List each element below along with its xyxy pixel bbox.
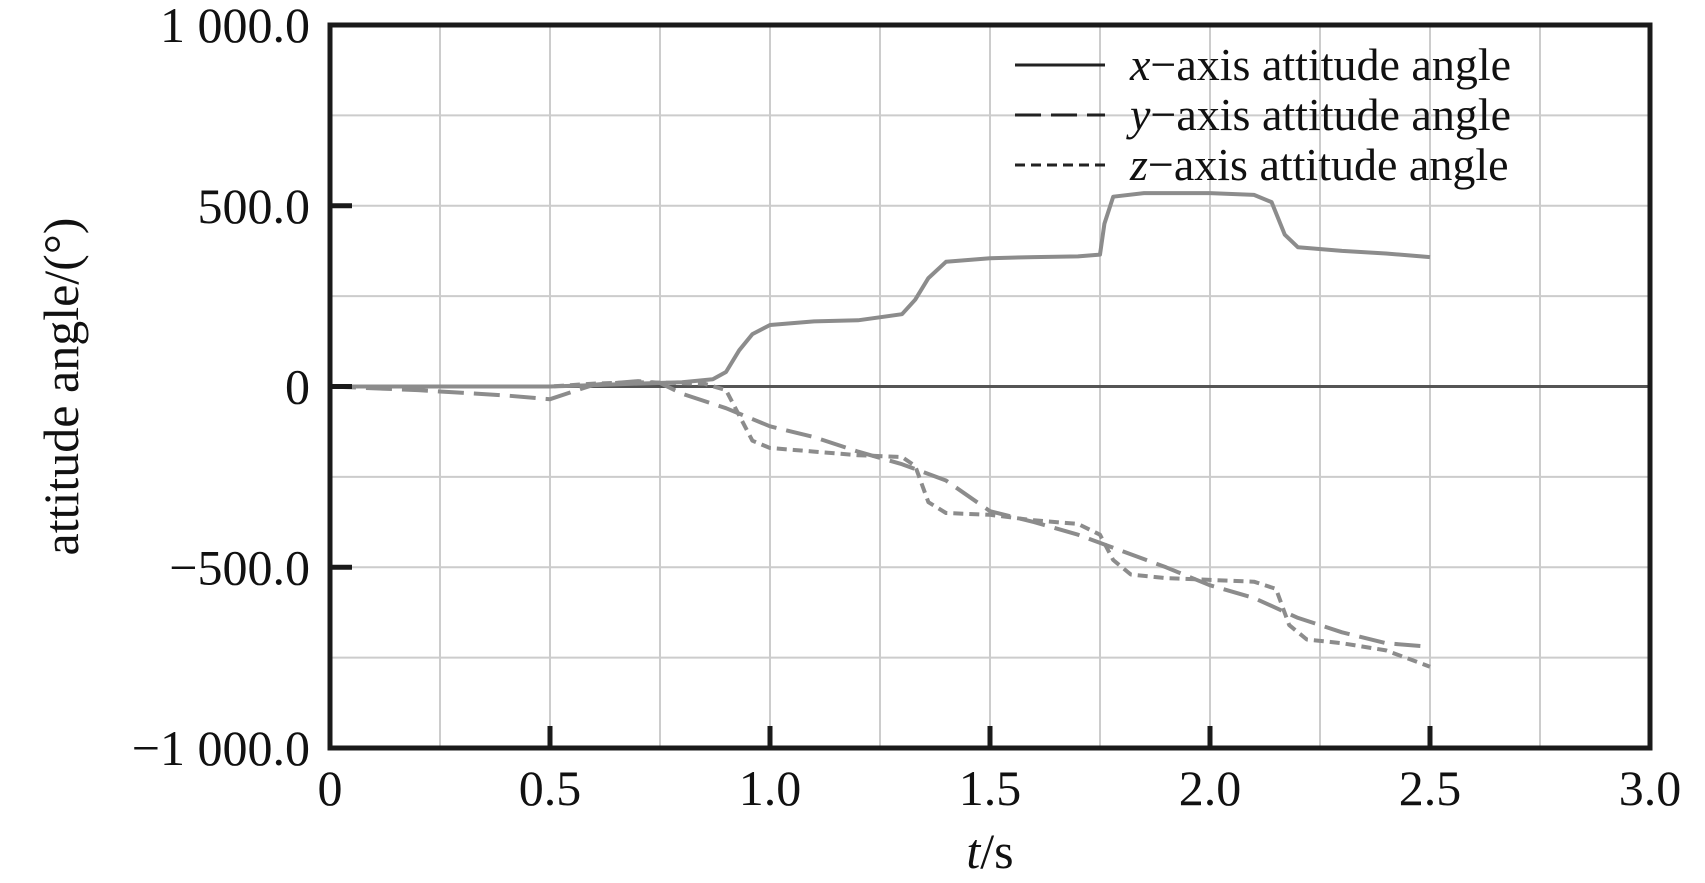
- x-tick-label: 2.0: [1179, 760, 1242, 816]
- series-layer: [329, 191, 1431, 669]
- legend-label-text: −axis attitude angle: [1150, 39, 1511, 90]
- series-line-z-axis: [330, 380, 1431, 669]
- legend-label-symbol: x: [1129, 39, 1151, 90]
- x-tick-labels: 0 0.5 1.0 1.5 2.0 2.5 3.0: [318, 760, 1682, 816]
- x-tick-label: 2.5: [1399, 760, 1462, 816]
- tick-marks: [327, 22, 1653, 751]
- y-tick-label: −1 000.0: [132, 720, 310, 776]
- x-tick-label: 3.0: [1619, 760, 1682, 816]
- legend-label-z-axis: z−axis attitude angle: [1129, 139, 1509, 190]
- series-line-x-axis: [330, 191, 1431, 389]
- x-axis-title-unit: /s: [980, 823, 1013, 879]
- y-axis-title: attitude angle/(°): [33, 218, 89, 556]
- x-tick-label: 1.0: [739, 760, 802, 816]
- x-tick-label: 0: [318, 760, 343, 816]
- y-tick-label: 0: [285, 359, 310, 415]
- x-axis-title-symbol: t: [966, 823, 981, 879]
- y-tick-label: 500.0: [198, 178, 311, 234]
- legend-label-x-axis: x−axis attitude angle: [1129, 39, 1511, 90]
- y-tick-label: −500.0: [169, 539, 310, 595]
- y-tick-labels: 1 000.0 500.0 0 −500.0 −1 000.0: [132, 0, 310, 776]
- y-tick-label: 1 000.0: [160, 0, 310, 53]
- x-tick-label: 0.5: [519, 760, 582, 816]
- legend-label-text: −axis attitude angle: [1148, 139, 1509, 190]
- legend-label-text: −axis attitude angle: [1150, 89, 1511, 140]
- x-axis-title: t/s: [966, 823, 1013, 879]
- legend-label-symbol: y: [1126, 89, 1151, 140]
- legend-label-y-axis: y−axis attitude angle: [1126, 89, 1511, 140]
- legend-label-symbol: z: [1129, 139, 1148, 190]
- x-tick-label: 1.5: [959, 760, 1022, 816]
